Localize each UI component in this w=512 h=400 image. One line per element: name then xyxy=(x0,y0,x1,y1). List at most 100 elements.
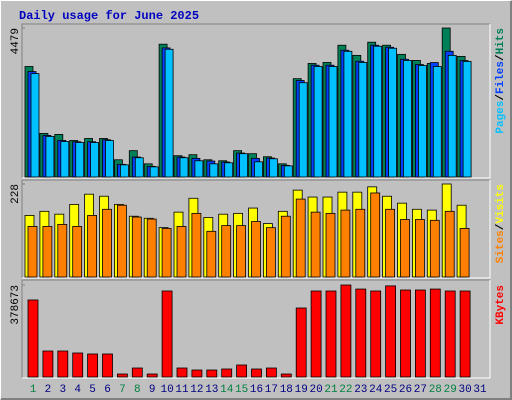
bar xyxy=(283,165,293,178)
bar xyxy=(117,204,127,278)
bar xyxy=(105,140,114,178)
bar xyxy=(400,219,410,278)
bar xyxy=(221,368,233,378)
bar xyxy=(72,226,83,278)
bar xyxy=(373,45,383,178)
bar xyxy=(146,218,157,278)
bar xyxy=(310,211,321,278)
plot-bevel xyxy=(22,24,491,179)
bar xyxy=(328,66,338,178)
bar xyxy=(120,164,129,178)
legend-separator: / xyxy=(495,54,507,61)
bar xyxy=(221,225,232,278)
x-tick-label: 23 xyxy=(354,384,367,396)
plot-bevel xyxy=(21,279,490,378)
bar xyxy=(388,47,398,178)
legend-entry: Files xyxy=(495,61,507,94)
bar xyxy=(268,158,278,178)
bar xyxy=(370,290,382,378)
bar xyxy=(72,352,84,378)
x-tick-label: 13 xyxy=(205,384,218,396)
bar xyxy=(459,228,470,278)
bar xyxy=(161,228,172,278)
x-tick-label: 28 xyxy=(429,384,442,396)
x-tick-label: 2 xyxy=(45,384,52,396)
x-tick-label: 10 xyxy=(160,384,173,396)
y-tick-label: 378673 xyxy=(10,285,22,325)
y-tick-label: 4479 xyxy=(10,28,22,54)
bar xyxy=(358,62,368,178)
bar xyxy=(87,215,97,278)
bar xyxy=(45,136,55,178)
bar xyxy=(313,66,323,178)
bar xyxy=(355,288,367,378)
bar xyxy=(325,212,336,278)
x-tick-label: 5 xyxy=(89,384,96,396)
bar xyxy=(102,353,113,378)
bar xyxy=(251,221,261,278)
x-tick-label: 16 xyxy=(250,384,263,396)
bar xyxy=(176,226,187,278)
bar xyxy=(191,369,203,378)
bar xyxy=(161,290,173,378)
bar xyxy=(224,162,234,178)
legend: KBytes xyxy=(495,285,507,325)
plot-bevel xyxy=(22,280,491,379)
bar xyxy=(90,142,99,178)
bar xyxy=(385,285,397,378)
bar xyxy=(176,367,188,378)
legend-separator: / xyxy=(495,223,507,230)
bar xyxy=(310,290,322,378)
x-tick-label: 20 xyxy=(309,384,322,396)
plot-area xyxy=(22,280,490,378)
x-tick-label: 17 xyxy=(265,384,278,396)
bar xyxy=(414,219,425,278)
plot-bevel xyxy=(21,23,490,178)
bar xyxy=(298,82,308,178)
bar xyxy=(265,227,276,278)
bar xyxy=(57,223,68,278)
x-tick-label: 4 xyxy=(74,384,81,396)
legend-entry: Hits xyxy=(495,28,507,54)
bar xyxy=(254,161,263,178)
bar xyxy=(236,364,248,378)
bar xyxy=(343,50,353,178)
x-tick-label: 31 xyxy=(473,384,487,396)
x-tick-label: 1 xyxy=(30,384,37,396)
bar xyxy=(27,226,38,278)
bar xyxy=(325,290,337,378)
y-tick-label: 228 xyxy=(10,184,22,204)
bar xyxy=(340,209,351,278)
x-tick-label: 3 xyxy=(59,384,66,396)
bar xyxy=(131,216,142,278)
bar xyxy=(340,284,352,378)
x-tick-label: 24 xyxy=(369,384,383,396)
bar xyxy=(400,289,411,378)
bar xyxy=(403,60,412,178)
x-tick-label: 30 xyxy=(458,384,471,396)
x-tick-label: 27 xyxy=(414,384,427,396)
bar xyxy=(42,350,54,378)
plot-bevel xyxy=(22,180,491,279)
bar xyxy=(30,73,40,178)
bar xyxy=(355,208,366,278)
chart-title: Daily usage for June 2025 xyxy=(19,9,199,23)
bar xyxy=(447,54,457,178)
x-tick-label: 12 xyxy=(190,384,203,396)
bar xyxy=(149,166,159,178)
bar xyxy=(206,230,217,278)
bar xyxy=(179,157,189,178)
bar xyxy=(432,66,442,178)
x-tick-label: 8 xyxy=(134,384,141,396)
x-tick-label: 15 xyxy=(235,384,248,396)
x-tick-label: 9 xyxy=(149,384,156,396)
x-tick-label: 11 xyxy=(175,384,189,396)
bar xyxy=(27,299,39,378)
bar xyxy=(444,210,455,278)
bar xyxy=(236,225,247,278)
bar xyxy=(295,198,306,278)
bar xyxy=(417,65,427,178)
bar xyxy=(87,353,98,378)
bar xyxy=(444,290,456,378)
